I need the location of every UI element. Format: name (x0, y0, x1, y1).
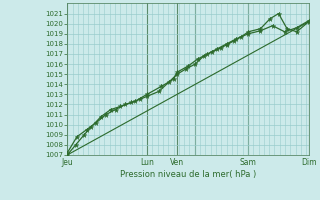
X-axis label: Pression niveau de la mer( hPa ): Pression niveau de la mer( hPa ) (120, 170, 256, 179)
